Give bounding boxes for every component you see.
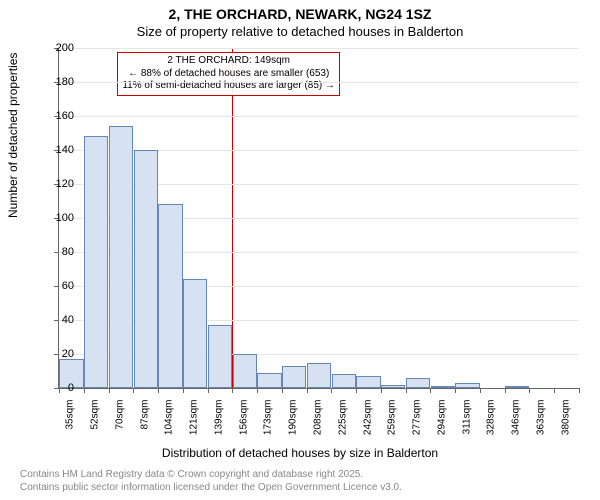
histogram-bar xyxy=(134,150,158,388)
histogram-bar xyxy=(233,354,257,388)
histogram-bar xyxy=(307,363,331,389)
xtick-mark xyxy=(356,388,357,393)
ytick-label: 140 xyxy=(44,144,74,156)
ytick-label: 40 xyxy=(44,314,74,326)
annotation-line2: ← 88% of detached houses are smaller (65… xyxy=(122,68,335,81)
xtick-mark xyxy=(158,388,159,393)
ytick-label: 20 xyxy=(44,348,74,360)
chart-subtitle: Size of property relative to detached ho… xyxy=(0,24,600,39)
xtick-label: 242sqm xyxy=(362,400,373,450)
ytick-label: 0 xyxy=(44,382,74,394)
ytick-label: 200 xyxy=(44,42,74,54)
gridline xyxy=(59,48,579,49)
annotation-box: 2 THE ORCHARD: 149sqm ← 88% of detached … xyxy=(117,52,340,96)
histogram-bar xyxy=(356,376,380,388)
histogram-bar xyxy=(183,279,207,388)
xtick-mark xyxy=(430,388,431,393)
histogram-bar xyxy=(431,386,455,388)
xtick-mark xyxy=(331,388,332,393)
xtick-mark xyxy=(109,388,110,393)
xtick-label: 380sqm xyxy=(560,400,571,450)
footer-line1: Contains HM Land Registry data © Crown c… xyxy=(20,468,402,481)
gridline xyxy=(59,116,579,117)
xtick-mark xyxy=(579,388,580,393)
xtick-label: 70sqm xyxy=(114,400,125,450)
xtick-label: 139sqm xyxy=(213,400,224,450)
xtick-mark xyxy=(529,388,530,393)
y-axis-label: Number of detached properties xyxy=(6,53,20,218)
histogram-bar xyxy=(257,373,281,388)
gridline xyxy=(59,82,579,83)
footer-line2: Contains public sector information licen… xyxy=(20,481,402,494)
xtick-label: 208sqm xyxy=(313,400,324,450)
xtick-mark xyxy=(554,388,555,393)
xtick-label: 156sqm xyxy=(238,400,249,450)
annotation-line1: 2 THE ORCHARD: 149sqm xyxy=(122,55,335,68)
xtick-mark xyxy=(232,388,233,393)
xtick-mark xyxy=(133,388,134,393)
xtick-label: 346sqm xyxy=(511,400,522,450)
histogram-bar xyxy=(505,386,529,388)
xtick-label: 259sqm xyxy=(387,400,398,450)
histogram-bar xyxy=(381,385,405,388)
histogram-bar xyxy=(282,366,306,388)
xtick-label: 52sqm xyxy=(90,400,101,450)
histogram-bar xyxy=(158,204,182,388)
xtick-mark xyxy=(183,388,184,393)
histogram-bar xyxy=(455,383,479,388)
xtick-label: 328sqm xyxy=(486,400,497,450)
ytick-label: 180 xyxy=(44,76,74,88)
xtick-label: 173sqm xyxy=(263,400,274,450)
xtick-label: 363sqm xyxy=(535,400,546,450)
xtick-mark xyxy=(406,388,407,393)
xtick-mark xyxy=(455,388,456,393)
xtick-label: 35sqm xyxy=(65,400,76,450)
histogram-bar xyxy=(406,378,430,388)
histogram-bar xyxy=(208,325,232,388)
histogram-bar xyxy=(332,374,356,388)
xtick-label: 277sqm xyxy=(412,400,423,450)
xtick-label: 87sqm xyxy=(139,400,150,450)
xtick-mark xyxy=(257,388,258,393)
xtick-label: 294sqm xyxy=(436,400,447,450)
ytick-label: 80 xyxy=(44,246,74,258)
ytick-label: 160 xyxy=(44,110,74,122)
xtick-mark xyxy=(307,388,308,393)
xtick-label: 225sqm xyxy=(337,400,348,450)
xtick-label: 190sqm xyxy=(288,400,299,450)
chart-title: 2, THE ORCHARD, NEWARK, NG24 1SZ xyxy=(0,6,600,22)
xtick-label: 121sqm xyxy=(189,400,200,450)
footer-attribution: Contains HM Land Registry data © Crown c… xyxy=(20,468,402,494)
ytick-label: 100 xyxy=(44,212,74,224)
histogram-bar xyxy=(84,136,108,388)
ytick-label: 60 xyxy=(44,280,74,292)
chart-plot-area: 2 THE ORCHARD: 149sqm ← 88% of detached … xyxy=(58,48,579,389)
ytick-label: 120 xyxy=(44,178,74,190)
xtick-mark xyxy=(84,388,85,393)
histogram-bar xyxy=(109,126,133,388)
xtick-mark xyxy=(282,388,283,393)
chart-title-block: 2, THE ORCHARD, NEWARK, NG24 1SZ Size of… xyxy=(0,0,600,39)
xtick-label: 104sqm xyxy=(164,400,175,450)
xtick-mark xyxy=(505,388,506,393)
xtick-mark xyxy=(381,388,382,393)
xtick-mark xyxy=(208,388,209,393)
xtick-mark xyxy=(480,388,481,393)
xtick-label: 311sqm xyxy=(461,400,472,450)
